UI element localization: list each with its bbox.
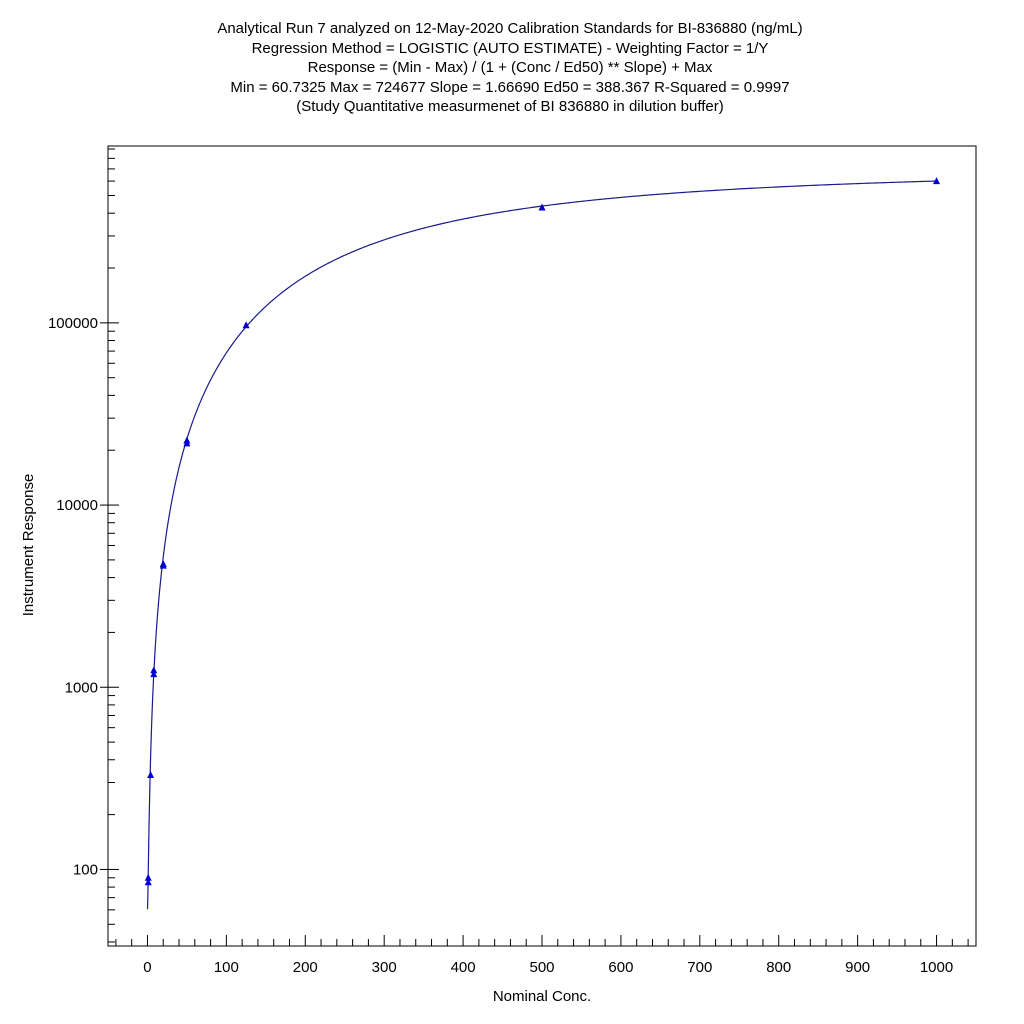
x-tick-label: 600: [608, 959, 633, 976]
y-tick-label: 100: [73, 861, 98, 878]
plot-frame: [107, 145, 977, 947]
title-line-4: Min = 60.7325 Max = 724677 Slope = 1.666…: [230, 78, 790, 96]
x-tick-label: 700: [687, 959, 712, 976]
y-tick-label: 10000: [56, 497, 98, 514]
title-line-5: (Study Quantitative measurmenet of BI 83…: [296, 98, 724, 115]
data-point: [933, 177, 941, 185]
title-line-1: Analytical Run 7 analyzed on 12-May-2020…: [217, 20, 803, 37]
data-point: [183, 436, 191, 444]
x-tick-label: 1000: [920, 959, 953, 976]
data-point: [538, 203, 546, 211]
data-point: [242, 321, 250, 329]
data-point: [144, 873, 152, 881]
x-tick-label: 500: [529, 959, 554, 976]
data-point: [144, 878, 152, 886]
fit-curve: [146, 180, 937, 910]
x-tick-label: 200: [293, 959, 318, 976]
y-tick-label: 100000: [48, 315, 98, 332]
y-tick-label: 1000: [65, 679, 98, 696]
x-tick-label: 400: [451, 959, 476, 976]
data-point: [150, 666, 158, 674]
title-line-2: Regression Method = LOGISTIC (AUTO ESTIM…: [251, 39, 769, 57]
data-point: [147, 770, 155, 778]
y-axis-label: Instrument Response: [20, 474, 37, 617]
data-point: [159, 559, 167, 567]
x-tick-label: 300: [372, 959, 397, 976]
title-line-3: Response = (Min - Max) / (1 + (Conc / Ed…: [307, 59, 713, 76]
x-tick-label: 800: [766, 959, 791, 976]
x-tick-label: 900: [845, 959, 870, 976]
data-point: [150, 670, 158, 678]
x-axis-label: Nominal Conc.: [493, 988, 591, 1005]
chart-title: Analytical Run 7 analyzed on 12-May-2020…: [0, 19, 1020, 117]
x-tick-label: 100: [214, 959, 239, 976]
x-tick-label: 0: [143, 959, 151, 976]
